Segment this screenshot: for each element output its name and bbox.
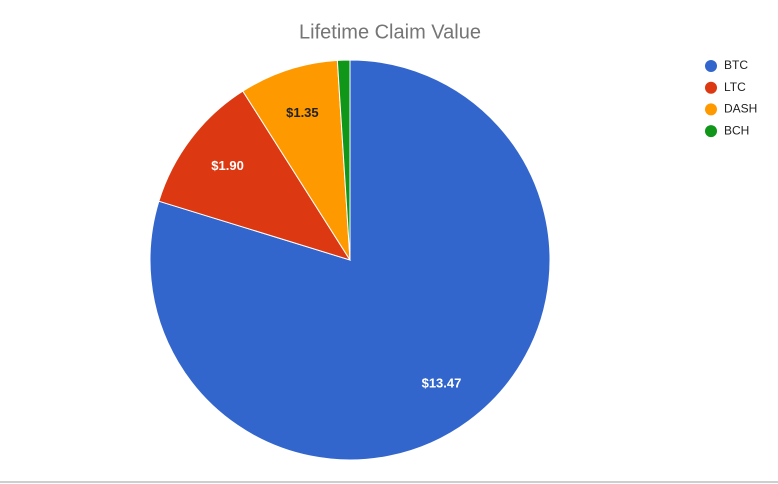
legend-marker bbox=[705, 103, 717, 116]
chart-title: Lifetime Claim Value bbox=[299, 21, 481, 43]
legend-label: LTC bbox=[724, 80, 746, 94]
legend-label: BTC bbox=[724, 58, 748, 72]
slice-label: $1.35 bbox=[286, 105, 319, 120]
slice-label: $1.90 bbox=[211, 158, 244, 173]
legend-label: BCH bbox=[724, 123, 749, 137]
pie-slice bbox=[242, 59, 351, 261]
legend-marker bbox=[705, 81, 717, 94]
legend-label: DASH bbox=[724, 102, 757, 116]
legend-marker bbox=[705, 125, 717, 138]
pie-slice bbox=[336, 59, 351, 261]
legend-marker bbox=[705, 60, 717, 72]
slice-label: $13.47 bbox=[422, 375, 462, 390]
pie-slice bbox=[158, 90, 352, 261]
